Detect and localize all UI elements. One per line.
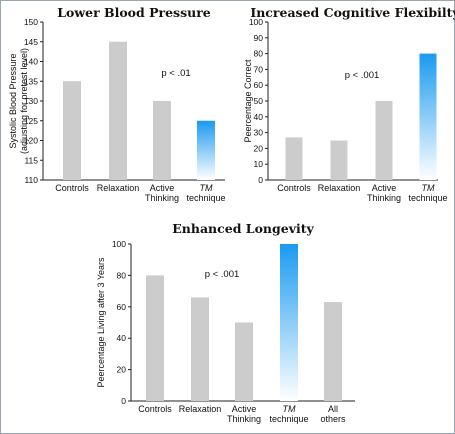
category-label: others bbox=[320, 414, 346, 424]
bar bbox=[235, 322, 253, 401]
bar bbox=[153, 101, 171, 180]
category-label: Relaxation bbox=[97, 183, 140, 193]
y-tick-label: 130 bbox=[24, 96, 38, 106]
chart-lower-blood-pressure: Lower Blood Pressure Systolic Blood Press… bbox=[8, 5, 226, 203]
category-label: technique bbox=[186, 193, 225, 203]
y-tick-label: 115 bbox=[24, 155, 38, 165]
category-label: TM bbox=[422, 183, 435, 193]
y-tick-label: 50 bbox=[254, 96, 264, 106]
category-label: Active bbox=[150, 183, 175, 193]
y-tick-label: 60 bbox=[254, 80, 264, 90]
chart-cognitive-flexibility: Increased Cognitive Flexibilty Peercentag… bbox=[243, 5, 455, 203]
bar bbox=[324, 302, 342, 401]
y-tick-label: 80 bbox=[254, 49, 264, 59]
category-label: Thinking bbox=[367, 193, 401, 203]
category-label: Relaxation bbox=[318, 183, 361, 193]
y-tick-label: 90 bbox=[254, 33, 264, 43]
bar bbox=[146, 275, 164, 401]
chart-title: Increased Cognitive Flexibilty bbox=[250, 5, 455, 20]
chart-title: Lower Blood Pressure bbox=[57, 5, 211, 20]
y-tick-label: 40 bbox=[254, 112, 264, 122]
y-axis-label: Peercentage Living after 3 Years bbox=[96, 257, 106, 388]
y-tick-label: 100 bbox=[112, 239, 126, 249]
bar-tm-technique bbox=[419, 53, 437, 180]
y-tick-label: 140 bbox=[24, 57, 38, 67]
y-tick-label: 70 bbox=[254, 64, 264, 74]
y-axis-label: Peercentage Correct bbox=[243, 59, 253, 143]
y-tick-label: 120 bbox=[24, 136, 38, 146]
y-tick-label: 125 bbox=[24, 116, 38, 126]
y-tick-label: 0 bbox=[121, 396, 126, 406]
p-value-annotation: p < .001 bbox=[345, 70, 380, 81]
category-label: Relaxation bbox=[179, 404, 222, 414]
category-label: technique bbox=[269, 414, 308, 424]
bar bbox=[63, 81, 81, 180]
p-value-annotation: p < .001 bbox=[205, 269, 240, 280]
y-tick-label: 80 bbox=[117, 270, 127, 280]
category-label: Controls bbox=[55, 183, 89, 193]
bar bbox=[375, 101, 393, 180]
category-label: Controls bbox=[138, 404, 172, 414]
category-label: Active bbox=[372, 183, 397, 193]
category-label: All bbox=[328, 404, 338, 414]
y-tick-label: 20 bbox=[254, 143, 264, 153]
category-label: Active bbox=[232, 404, 257, 414]
p-value-annotation: p < .01 bbox=[161, 68, 190, 79]
y-axis-label: (adjusting for pretest level) bbox=[19, 48, 29, 154]
y-tick-label: 100 bbox=[249, 17, 263, 27]
category-label: Thinking bbox=[227, 414, 261, 424]
bar bbox=[330, 140, 348, 180]
bar bbox=[109, 41, 127, 180]
y-tick-label: 60 bbox=[117, 302, 127, 312]
chart-title: Enhanced Longevity bbox=[172, 221, 314, 236]
bar-tm-technique bbox=[197, 120, 215, 180]
category-label: Controls bbox=[277, 183, 311, 193]
y-tick-label: 40 bbox=[117, 333, 127, 343]
chart-enhanced-longevity: Enhanced Longevity Peercentage Living aft… bbox=[96, 221, 355, 424]
y-tick-label: 20 bbox=[117, 365, 127, 375]
category-label: Thinking bbox=[145, 193, 179, 203]
category-label: TM bbox=[200, 183, 213, 193]
category-label: TM bbox=[283, 404, 296, 414]
y-tick-label: 30 bbox=[254, 128, 264, 138]
y-tick-label: 10 bbox=[254, 159, 264, 169]
y-axis-label: Systolic Blood Pressure bbox=[8, 53, 18, 148]
y-tick-label: 110 bbox=[24, 175, 38, 185]
y-tick-label: 0 bbox=[258, 175, 263, 185]
bar-tm-technique bbox=[280, 244, 298, 401]
bar bbox=[285, 137, 303, 180]
y-tick-label: 150 bbox=[24, 17, 38, 27]
y-tick-label: 145 bbox=[24, 37, 38, 47]
category-label: technique bbox=[408, 193, 447, 203]
y-tick-label: 135 bbox=[24, 76, 38, 86]
bar bbox=[191, 297, 209, 401]
